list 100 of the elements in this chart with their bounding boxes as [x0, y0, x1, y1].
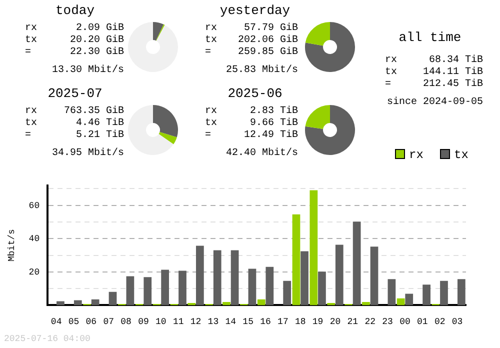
- x-tick-label: 06: [86, 316, 97, 327]
- bar: [388, 279, 396, 306]
- bar: [396, 298, 405, 306]
- text: 68.34 TiB: [428, 55, 483, 66]
- x-tick-label: 17: [278, 316, 288, 327]
- bar: [335, 244, 344, 306]
- bar: [300, 251, 308, 306]
- x-tick-label: 02: [434, 316, 446, 327]
- text: =: [25, 130, 32, 141]
- x-tick-label: 21: [347, 316, 358, 327]
- y-tick-label: 40: [28, 234, 40, 244]
- bar: [318, 272, 326, 306]
- x-tick-label: 18: [294, 316, 306, 327]
- text: 144.11 TiB: [422, 67, 483, 78]
- x-tick-label: 12: [190, 316, 202, 327]
- y-tick-label: 20: [28, 267, 40, 278]
- bar: [292, 214, 300, 306]
- text: =: [205, 130, 212, 141]
- bar: [161, 270, 169, 306]
- bar: [440, 280, 448, 306]
- x-tick-label: 03: [452, 316, 463, 327]
- y-tick-label: 60: [28, 200, 40, 211]
- bar: [108, 292, 117, 306]
- legend-label: rx: [408, 148, 424, 162]
- text: rx: [25, 106, 38, 117]
- text: 25.83 Mbit/s: [226, 65, 298, 76]
- text: tx: [25, 35, 38, 46]
- text: 20.20 GiB: [70, 35, 124, 46]
- text: 22.30 GiB: [70, 47, 124, 58]
- bar: [91, 299, 100, 306]
- bar: [126, 276, 134, 306]
- bar: [74, 300, 82, 306]
- text: 34.95 Mbit/s: [52, 148, 124, 159]
- bar: [230, 250, 239, 306]
- text: 259.85 GiB: [238, 47, 298, 58]
- bar: [405, 294, 414, 306]
- bar: [310, 190, 318, 306]
- text: 212.45 TiB: [422, 79, 483, 90]
- x-tick-label: 20: [330, 316, 341, 327]
- x-tick-label: 13: [208, 316, 219, 327]
- x-tick-label: 07: [103, 316, 114, 327]
- text: tx: [205, 118, 218, 129]
- text: 202.06 GiB: [238, 35, 298, 46]
- chart-title: yesterday: [218, 3, 292, 18]
- text: 57.79 GiB: [244, 23, 298, 34]
- y-axis-title: Mbit/s: [6, 229, 17, 262]
- x-tick-label: 15: [242, 316, 254, 327]
- x-tick-label: 05: [68, 316, 80, 327]
- text: rx: [385, 55, 398, 66]
- bar: [257, 299, 266, 306]
- text: 2.09 GiB: [76, 23, 124, 34]
- text: 13.30 Mbit/s: [52, 65, 124, 76]
- text: 9.66 TiB: [250, 118, 298, 129]
- bar: [56, 301, 64, 306]
- bar: [457, 279, 466, 306]
- text: 42.40 Mbit/s: [226, 148, 298, 159]
- x-tick-label: 16: [260, 316, 271, 327]
- bar: [144, 277, 152, 306]
- bar: [248, 268, 256, 306]
- x-tick-label: 23: [382, 316, 393, 327]
- text: rx: [205, 23, 218, 34]
- x-tick-label: 14: [225, 316, 236, 327]
- bar: [196, 246, 204, 306]
- bar: [283, 280, 292, 306]
- chart-title: today: [54, 3, 96, 18]
- x-tick-label: 22: [364, 316, 376, 327]
- text: =: [205, 47, 212, 58]
- text: 763.35 GiB: [64, 106, 124, 117]
- bar: [266, 266, 274, 306]
- text: tx: [385, 67, 398, 78]
- bar: [422, 284, 430, 306]
- x-tick-label: 08: [120, 316, 132, 327]
- text: 5.21 TiB: [76, 130, 124, 141]
- x-tick-label: 19: [312, 316, 324, 327]
- text: 4.46 TiB: [76, 118, 124, 129]
- bar: [352, 222, 361, 306]
- x-tick-label: 10: [156, 316, 166, 327]
- bar: [178, 270, 186, 306]
- text: since 2024-09-05: [386, 97, 483, 108]
- bar: [213, 250, 222, 306]
- text: =: [25, 47, 32, 58]
- text: 12.49 TiB: [244, 130, 298, 141]
- chart-title: 2025-06: [226, 86, 284, 101]
- bar: [362, 302, 370, 306]
- text: all time: [398, 30, 462, 45]
- x-tick-label: 11: [172, 316, 184, 327]
- bar: [222, 302, 230, 306]
- x-tick-label: 01: [417, 316, 428, 327]
- chart-title: 2025-07: [46, 86, 104, 101]
- x-tick-label: 04: [50, 316, 62, 327]
- text: tx: [25, 118, 38, 129]
- x-tick-label: 00: [400, 316, 410, 327]
- text: rx: [25, 23, 38, 34]
- text: rx: [205, 106, 218, 117]
- legend-label: tx: [453, 148, 468, 162]
- text: =: [385, 79, 392, 90]
- text: 2.83 TiB: [250, 106, 298, 117]
- text: tx: [205, 35, 218, 46]
- x-tick-label: 09: [138, 316, 149, 327]
- bar: [370, 246, 378, 306]
